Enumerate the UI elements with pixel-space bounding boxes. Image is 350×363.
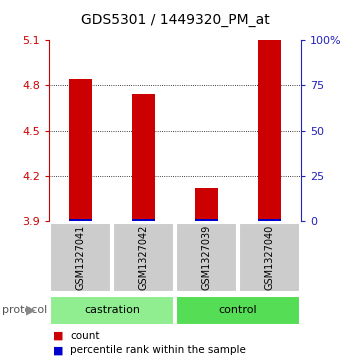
Text: ■: ■ (52, 345, 63, 355)
Text: GDS5301 / 1449320_PM_at: GDS5301 / 1449320_PM_at (80, 13, 270, 27)
Text: GSM1327041: GSM1327041 (76, 225, 85, 290)
Text: count: count (70, 331, 99, 341)
Text: GSM1327040: GSM1327040 (265, 225, 274, 290)
Bar (132, 94, 155, 221)
Text: ■: ■ (52, 331, 63, 341)
Text: control: control (219, 305, 257, 315)
Bar (69, 79, 91, 221)
Bar (195, 188, 217, 221)
Text: castration: castration (84, 305, 140, 315)
Text: percentile rank within the sample: percentile rank within the sample (70, 345, 246, 355)
Text: GSM1327042: GSM1327042 (139, 225, 148, 290)
Bar (258, 219, 281, 221)
Bar (69, 219, 91, 221)
Bar (132, 219, 155, 221)
Bar (195, 219, 217, 221)
Text: ▶: ▶ (26, 304, 36, 317)
Text: protocol: protocol (2, 305, 47, 315)
Text: GSM1327039: GSM1327039 (202, 225, 211, 290)
Bar (258, 40, 281, 221)
